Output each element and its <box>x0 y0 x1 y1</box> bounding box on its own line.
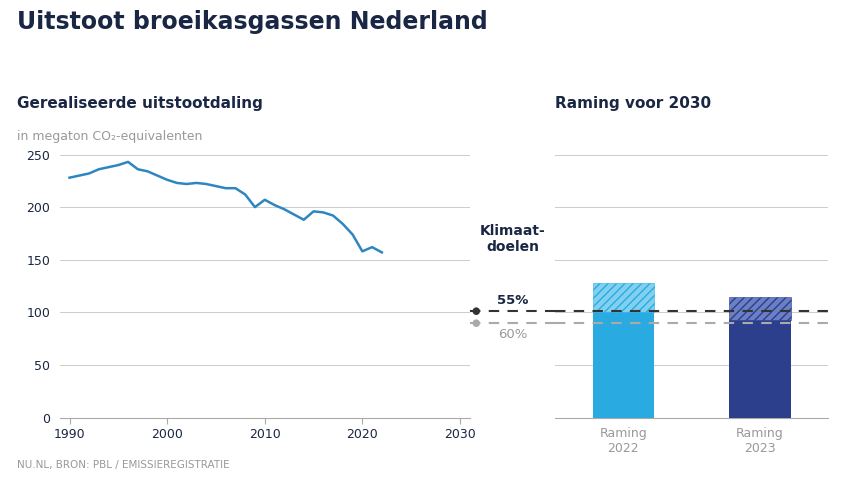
Text: Uitstoot broeikasgassen Nederland: Uitstoot broeikasgassen Nederland <box>17 10 487 34</box>
Text: ●: ● <box>471 306 479 316</box>
Text: 55%: 55% <box>496 293 527 307</box>
Text: in megaton CO₂-equivalenten: in megaton CO₂-equivalenten <box>17 130 202 143</box>
Text: Gerealiseerde uitstootdaling: Gerealiseerde uitstootdaling <box>17 96 263 111</box>
Text: Raming voor 2030: Raming voor 2030 <box>554 96 711 111</box>
Text: NU.NL, BRON: PBL / EMISSIEREGISTRATIE: NU.NL, BRON: PBL / EMISSIEREGISTRATIE <box>17 460 229 470</box>
Bar <box>728 320 790 418</box>
Bar <box>592 283 653 312</box>
Text: Klimaat-
doelen: Klimaat- doelen <box>479 224 544 254</box>
Text: ●: ● <box>471 318 479 328</box>
Bar <box>728 297 790 320</box>
Bar <box>592 312 653 418</box>
Text: 60%: 60% <box>497 328 526 341</box>
